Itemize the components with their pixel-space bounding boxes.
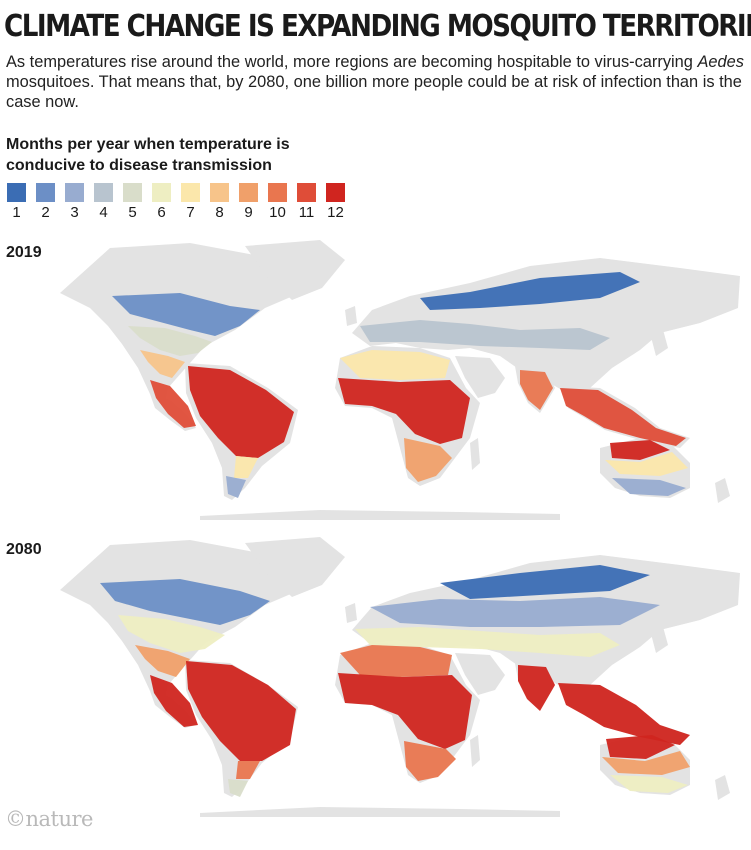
subtitle-italic: Aedes	[697, 53, 744, 71]
land-madagascar	[470, 438, 480, 470]
legend-item: 11	[296, 183, 317, 221]
band-australia-9	[602, 751, 690, 775]
legend-item: 5	[122, 183, 143, 221]
legend-label: 3	[70, 204, 79, 221]
legend-item: 7	[180, 183, 201, 221]
land-north-america	[60, 540, 300, 700]
band-siberia-1	[440, 565, 650, 599]
band-south-america-3	[226, 476, 246, 498]
band-india-10	[520, 370, 553, 410]
band-central-america-12	[150, 675, 198, 727]
legend-item: 9	[238, 183, 259, 221]
band-eurasia-3	[370, 597, 660, 627]
legend-swatch	[65, 183, 84, 202]
land-antarctica	[200, 807, 560, 817]
legend-swatch	[123, 183, 142, 202]
nature-logo: ©nature	[5, 807, 93, 831]
band-amazon-12	[188, 366, 294, 458]
world-map-2080	[60, 537, 740, 817]
land-arabia	[455, 356, 505, 398]
chart-subtitle: As temperatures rise around the world, m…	[6, 52, 746, 112]
chart-title: CLIMATE CHANGE IS EXPANDING MOSQUITO TER…	[4, 9, 751, 44]
band-eurasia-6	[355, 627, 620, 657]
year-label-2080: 2080	[6, 541, 42, 558]
band-southern-africa-9	[404, 438, 452, 482]
band-central-america-11	[150, 380, 196, 428]
legend-swatch	[297, 183, 316, 202]
legend-label: 6	[157, 204, 166, 221]
world-map-2019	[60, 240, 740, 520]
legend-label: 10	[269, 204, 286, 221]
legend-label: 12	[327, 204, 344, 221]
band-southern-australia-3	[612, 478, 686, 496]
legend-item: 12	[325, 183, 346, 221]
band-eurasia-4	[360, 320, 610, 350]
band-india-12	[518, 665, 555, 711]
legend-item: 4	[93, 183, 114, 221]
band-north-america-6	[118, 615, 225, 653]
band-southern-africa-10	[404, 741, 456, 781]
band-north-america-2	[100, 579, 270, 625]
legend-item: 3	[64, 183, 85, 221]
legend-label: 2	[41, 204, 50, 221]
band-north-america-8	[140, 350, 185, 378]
band-southern-australia-6	[610, 775, 688, 793]
band-sahara-10	[340, 645, 452, 677]
legend-label: 1	[12, 204, 21, 221]
band-central-africa-12	[338, 673, 472, 749]
legend-item: 10	[267, 183, 288, 221]
legend-swatch	[152, 183, 171, 202]
land-japan	[650, 326, 668, 356]
legend-swatch	[268, 183, 287, 202]
band-north-america-1	[112, 293, 260, 336]
land-new-zealand	[715, 478, 730, 503]
band-australia-7	[605, 452, 688, 476]
legend-swatch	[326, 183, 345, 202]
band-south-america-7	[234, 456, 258, 478]
land-japan	[650, 623, 668, 653]
band-southeast-asia-12	[558, 683, 690, 745]
band-north-america-9	[135, 645, 190, 677]
land-uk	[345, 603, 357, 623]
legend-swatch	[7, 183, 26, 202]
band-northern-australia-12	[610, 440, 670, 460]
land-uk	[345, 306, 357, 326]
land-new-zealand	[715, 775, 730, 800]
legend-label: 4	[99, 204, 108, 221]
subtitle-part-1: As temperatures rise around the world, m…	[6, 53, 698, 71]
land-arabia	[455, 653, 505, 695]
legend-label: 8	[215, 204, 224, 221]
legend-swatch	[210, 183, 229, 202]
land-greenland	[245, 240, 345, 300]
band-southeast-asia-11	[560, 388, 686, 446]
legend-item: 1	[6, 183, 27, 221]
legend-item: 6	[151, 183, 172, 221]
subtitle-part-2: mosquitoes. That means that, by 2080, on…	[6, 73, 742, 111]
legend-swatch	[36, 183, 55, 202]
legend-swatch	[94, 183, 113, 202]
legend-item: 8	[209, 183, 230, 221]
land-greenland	[245, 537, 345, 597]
color-legend: 1 2 3 4 5 6 7 8 9 10 11 12	[6, 183, 346, 221]
band-amazon-12	[186, 661, 296, 761]
legend-label: 7	[186, 204, 195, 221]
land-eurasia	[352, 258, 740, 398]
year-label-2019: 2019	[6, 244, 42, 261]
band-north-america-5	[128, 326, 212, 356]
band-central-africa-12	[338, 378, 470, 444]
legend-label: 11	[298, 204, 315, 221]
legend-title: Months per year when temperature is cond…	[6, 136, 290, 174]
legend-label: 5	[128, 204, 137, 221]
band-south-america-5	[228, 779, 248, 797]
band-south-america-10	[236, 761, 260, 779]
legend-swatch	[181, 183, 200, 202]
band-eurasia-1	[420, 272, 640, 310]
legend-label: 9	[244, 204, 253, 221]
band-sahara-7	[340, 350, 450, 380]
land-madagascar	[470, 735, 480, 767]
band-northern-australia-12	[606, 735, 675, 759]
legend-item: 2	[35, 183, 56, 221]
legend-swatch	[239, 183, 258, 202]
land-antarctica	[200, 510, 560, 520]
